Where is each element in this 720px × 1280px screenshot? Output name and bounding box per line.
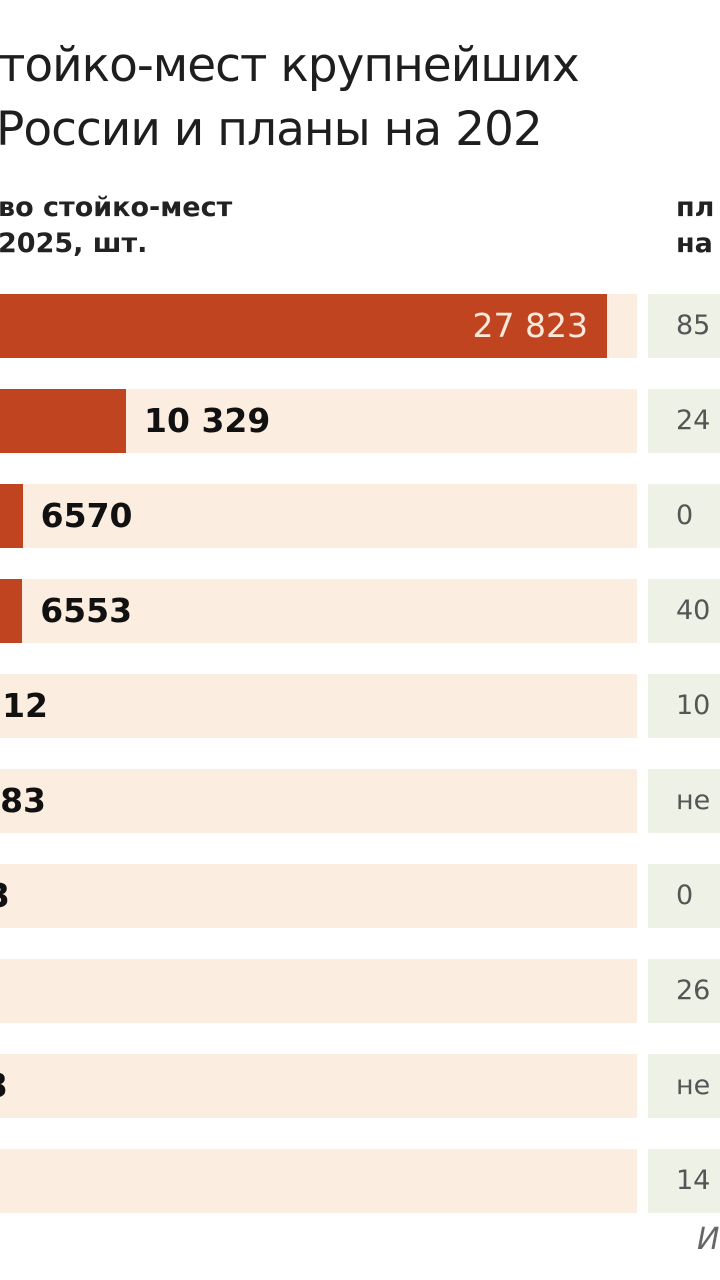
plan-value: 24 bbox=[676, 405, 711, 436]
plan-background bbox=[648, 1054, 720, 1118]
row-background bbox=[0, 579, 637, 643]
row-background bbox=[0, 864, 637, 928]
bar-value-label: 83 bbox=[0, 781, 46, 820]
bar-value-label: 10 329 bbox=[144, 401, 271, 440]
chart-title-line-1: тойко-мест крупнейших bbox=[0, 38, 580, 93]
plan-value: 10 bbox=[676, 690, 711, 721]
chart-title-line-2: России и планы на 202 bbox=[0, 102, 543, 157]
plan-background bbox=[648, 864, 720, 928]
bar-value-label: 3 bbox=[0, 864, 10, 928]
bar-value-label: 3 bbox=[0, 1054, 8, 1118]
plan-background bbox=[648, 959, 720, 1023]
plan-value: 0 bbox=[676, 500, 694, 531]
bar-value-label: 27 823 bbox=[472, 306, 588, 345]
plan-value: не bbox=[676, 785, 711, 816]
plan-value: 85 bbox=[676, 310, 711, 341]
bar bbox=[0, 294, 608, 358]
value-axis-label-line-1: во стойко-мест bbox=[0, 192, 233, 223]
value-axis-label-line-2: 2025, шт. bbox=[0, 228, 148, 259]
bar-value-label: 6553 bbox=[40, 591, 133, 630]
plan-value: не bbox=[676, 1070, 711, 1101]
row-background bbox=[0, 959, 637, 1023]
plan-value: 26 bbox=[676, 975, 711, 1006]
bar-value-label: 512 bbox=[0, 686, 48, 725]
row-background bbox=[0, 484, 637, 548]
row-background bbox=[0, 674, 637, 738]
plan-background bbox=[648, 389, 720, 453]
bar bbox=[0, 484, 23, 548]
bar-value-label: 6570 bbox=[40, 496, 133, 535]
source-note: И bbox=[697, 1222, 720, 1257]
plan-background bbox=[648, 674, 720, 738]
plan-header-line-2: на bbox=[676, 228, 713, 259]
plan-background bbox=[648, 1149, 720, 1213]
plan-value: 14 bbox=[676, 1165, 711, 1196]
row-background bbox=[0, 769, 637, 833]
plan-background bbox=[648, 769, 720, 833]
row-background bbox=[0, 1149, 637, 1213]
plan-value: 0 bbox=[676, 880, 694, 911]
bar bbox=[0, 389, 127, 453]
bar bbox=[0, 579, 23, 643]
plan-value: 40 bbox=[676, 595, 711, 626]
plan-header-line-1: пл bbox=[676, 192, 715, 223]
row-background bbox=[0, 1054, 637, 1118]
plan-background bbox=[648, 294, 720, 358]
plan-background bbox=[648, 484, 720, 548]
plan-background bbox=[648, 579, 720, 643]
